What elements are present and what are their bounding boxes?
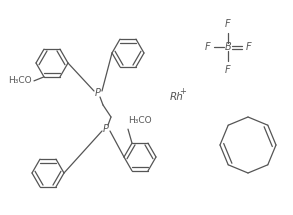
Text: H₃CO: H₃CO bbox=[128, 116, 151, 125]
Text: Rh: Rh bbox=[170, 92, 184, 102]
Text: F: F bbox=[246, 42, 252, 52]
Text: B: B bbox=[225, 42, 231, 52]
Text: F: F bbox=[205, 42, 210, 52]
Text: +: + bbox=[180, 88, 186, 97]
Text: H₃CO: H₃CO bbox=[8, 76, 32, 85]
Text: F: F bbox=[225, 19, 231, 29]
Text: P: P bbox=[103, 124, 109, 134]
Text: F: F bbox=[225, 65, 231, 75]
Text: P: P bbox=[95, 88, 101, 98]
